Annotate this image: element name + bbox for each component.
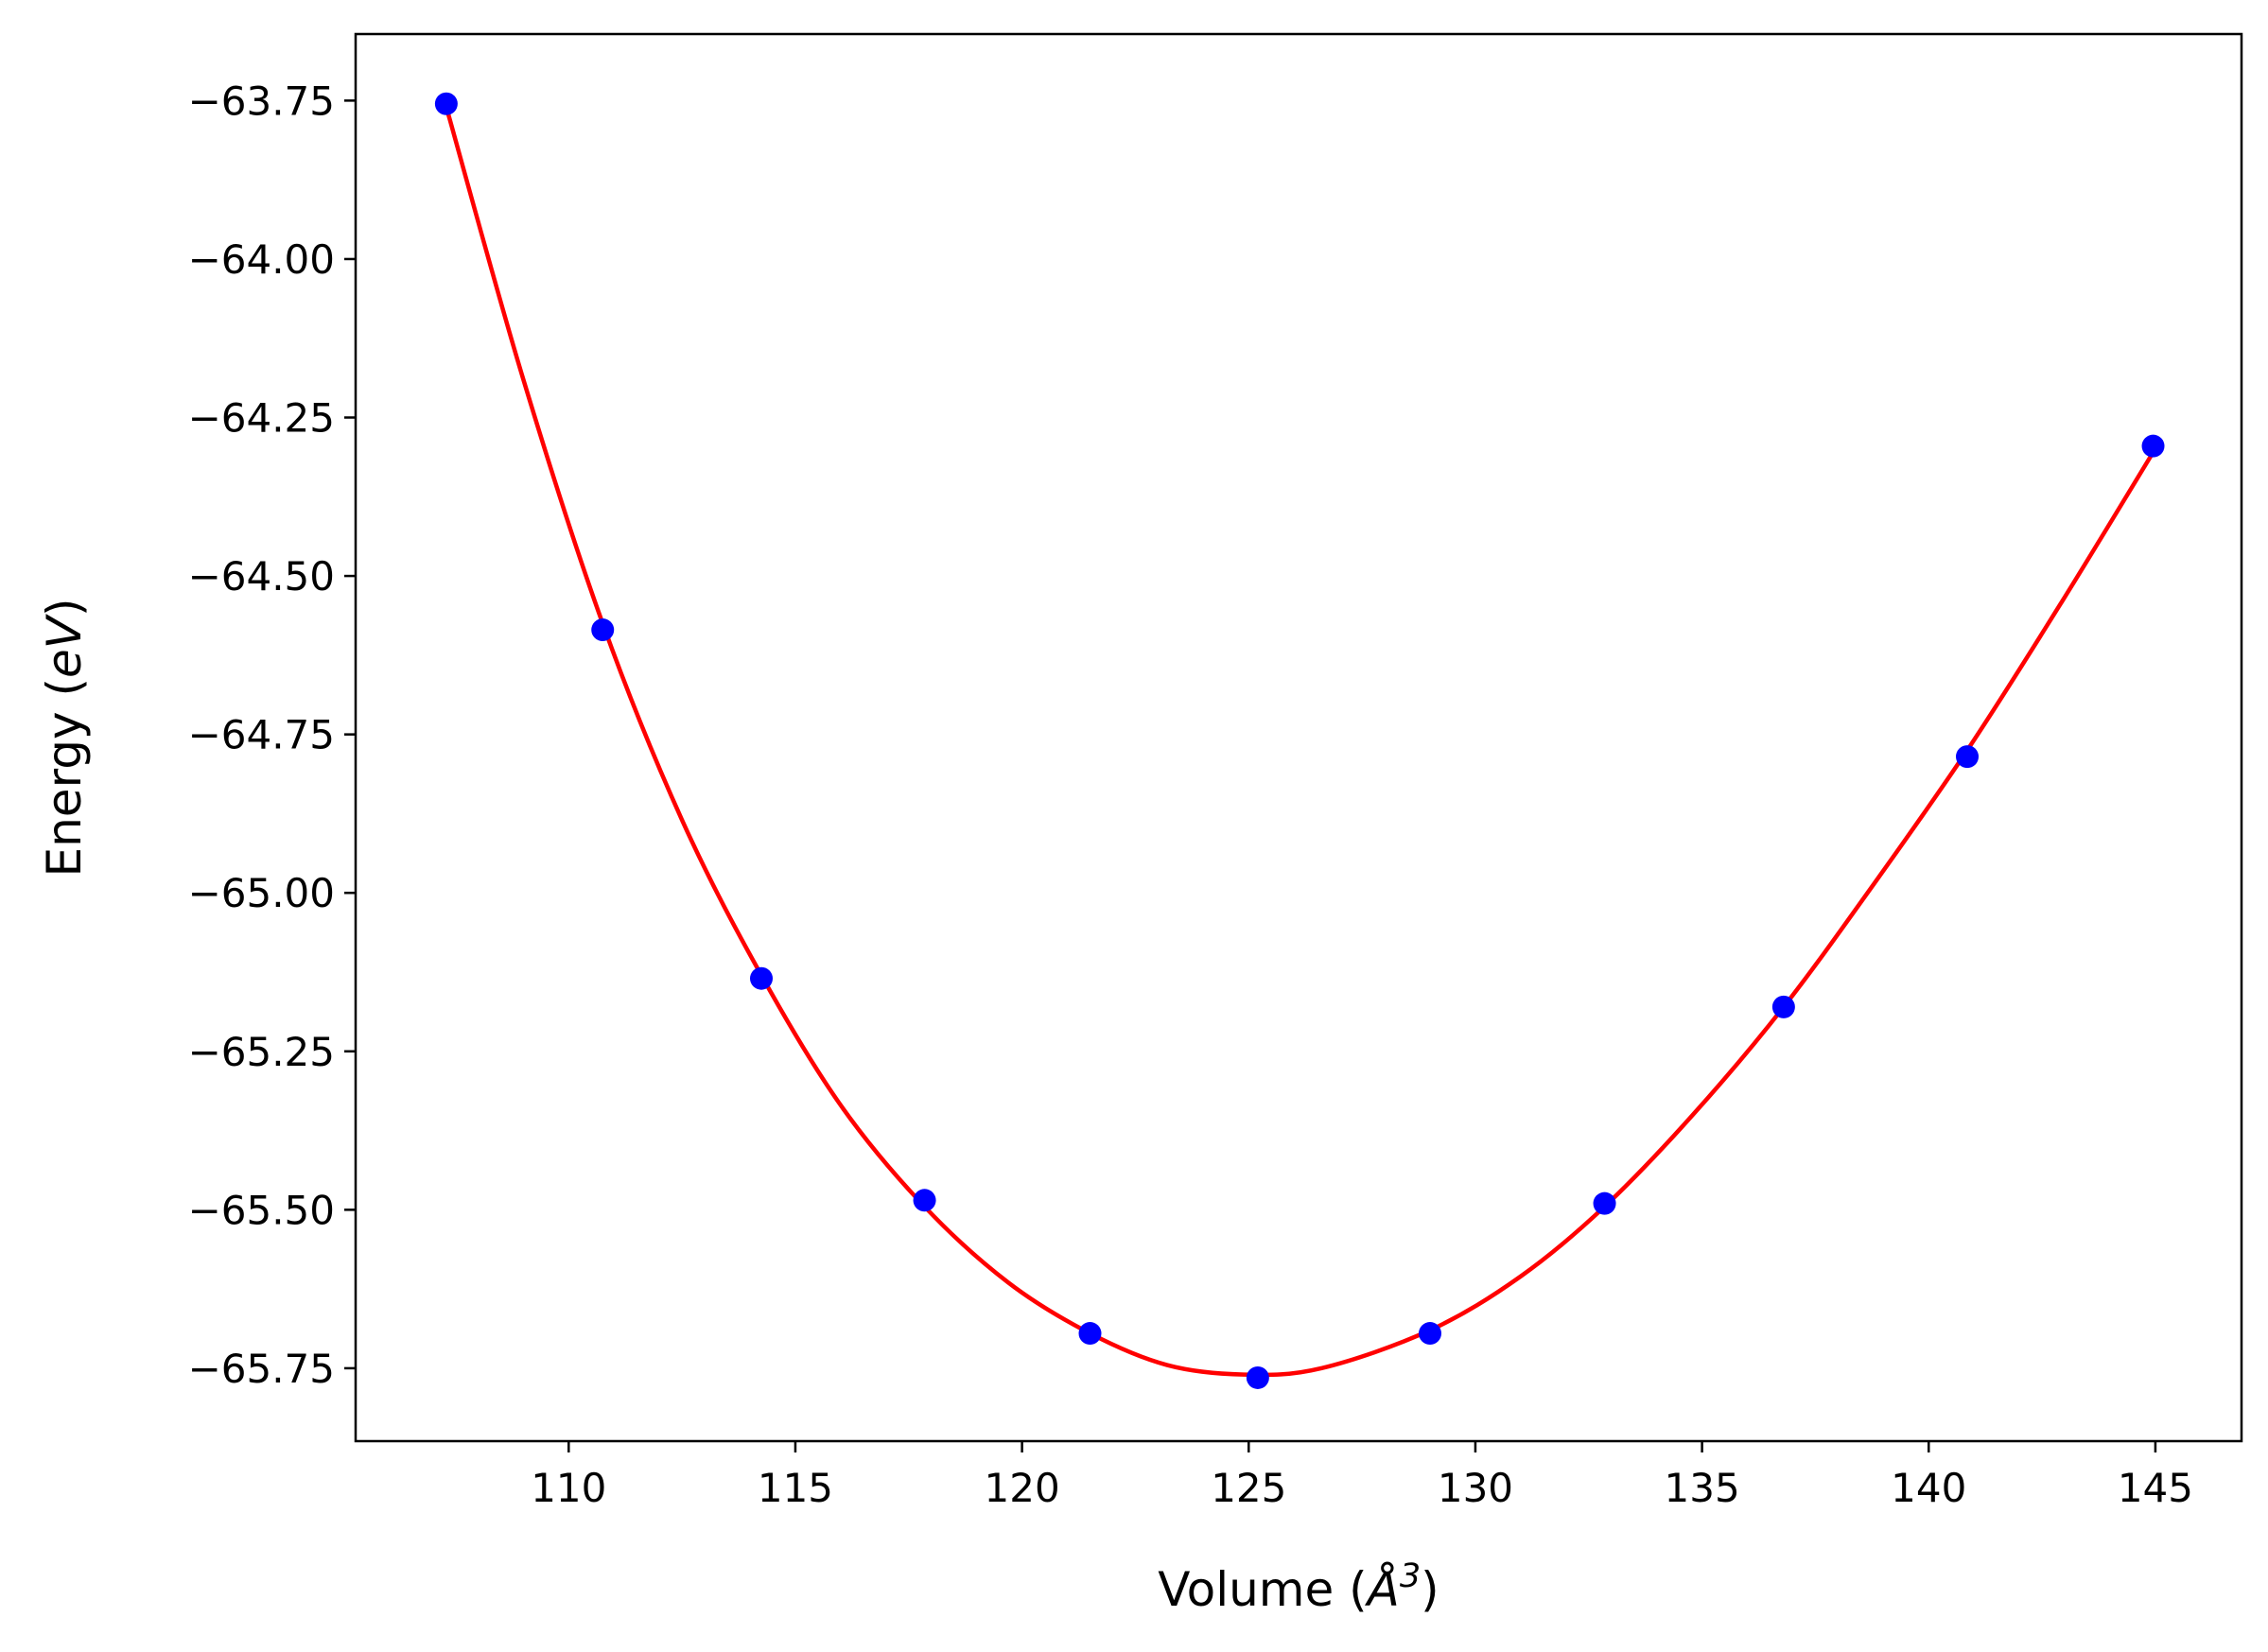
y-tick-label: −63.75: [188, 78, 335, 124]
data-point: [1246, 1365, 1269, 1389]
x-tick-label: 130: [1438, 1465, 1513, 1511]
y-axis-label: Energy (eV): [37, 599, 92, 878]
x-tick-label: 120: [985, 1465, 1060, 1511]
data-point: [434, 92, 458, 115]
data-point: [1771, 995, 1795, 1018]
x-tick-label: 125: [1211, 1465, 1286, 1511]
x-tick-label: 135: [1665, 1465, 1740, 1511]
y-axis: −63.75 −64.00 −64.25 −64.50 −64.75 −65.00 −65.…: [188, 78, 356, 1392]
y-tick-label: −65.00: [188, 870, 335, 916]
x-tick-label: 115: [758, 1465, 833, 1511]
y-tick-label: −65.50: [188, 1187, 335, 1233]
data-point: [1593, 1191, 1616, 1215]
data-point: [1419, 1322, 1441, 1346]
data-point: [1078, 1322, 1102, 1346]
y-tick-label: −64.00: [188, 236, 335, 283]
plot-frame: [354, 32, 2243, 1443]
x-axis-label: Volume (Å3): [1158, 1557, 1439, 1617]
data-point: [2141, 434, 2165, 458]
y-tick-label: −65.25: [188, 1029, 335, 1075]
x-tick-label: 140: [1891, 1465, 1966, 1511]
y-tick-label: −64.25: [188, 395, 335, 442]
y-tick-label: −64.50: [188, 553, 335, 600]
data-point: [591, 618, 615, 642]
y-tick-label: −64.75: [188, 712, 335, 758]
y-tick-label: −65.75: [188, 1346, 335, 1392]
x-tick-label: 145: [2118, 1465, 2193, 1511]
x-axis: 110 115 120 125 130 135 140 145: [531, 1441, 2193, 1511]
plot-area: [434, 92, 2165, 1389]
data-point: [1956, 745, 1980, 769]
data-point: [913, 1189, 936, 1212]
x-tick-label: 110: [531, 1465, 606, 1511]
fit-curve-line: [444, 106, 2155, 1378]
data-point: [750, 966, 773, 990]
